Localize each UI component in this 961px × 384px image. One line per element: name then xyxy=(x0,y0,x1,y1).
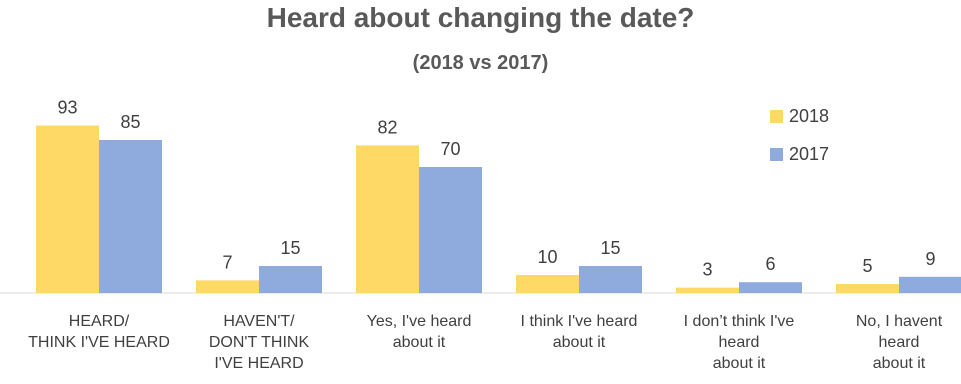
bar-2017-3 xyxy=(579,266,642,293)
chart-title: Heard about changing the date? xyxy=(266,2,695,33)
bar-2018-3 xyxy=(516,275,579,293)
category-label-4: I don’t think I've heard about it xyxy=(683,313,795,372)
legend-label-2018: 2018 xyxy=(789,106,830,126)
bar-2018-1 xyxy=(196,280,259,293)
legend-item-2017: 2017 xyxy=(770,144,829,165)
data-label-2017-1: 15 xyxy=(280,238,300,258)
bar-2017-0 xyxy=(99,140,162,293)
data-label-2018-1: 7 xyxy=(222,252,232,272)
data-label-2018-4: 3 xyxy=(702,260,712,280)
bar-2018-0 xyxy=(36,125,99,293)
data-label-2018-5: 5 xyxy=(862,256,872,276)
legend-swatch-2017 xyxy=(770,148,783,161)
bar-2017-4 xyxy=(739,282,802,293)
bar-2018-5 xyxy=(836,284,899,293)
category-label-5: No, I havent heard about it xyxy=(855,313,943,372)
legend-label-2017: 2017 xyxy=(789,144,830,164)
bar-2017-1 xyxy=(259,266,322,293)
data-label-2018-2: 82 xyxy=(377,117,397,137)
bar-2018-4 xyxy=(676,287,739,293)
data-label-2017-5: 9 xyxy=(925,249,935,269)
data-label-2018-0: 93 xyxy=(57,98,77,118)
bar-2017-2 xyxy=(419,167,482,293)
data-label-2017-3: 15 xyxy=(600,238,620,258)
data-label-2017-2: 70 xyxy=(440,139,460,159)
data-label-2017-4: 6 xyxy=(765,254,775,274)
data-label-2017-0: 85 xyxy=(120,112,140,132)
legend-item-2018: 2018 xyxy=(770,106,829,127)
bar-2017-5 xyxy=(899,276,961,293)
legend-swatch-2018 xyxy=(770,110,783,123)
category-label-0: HEARD/ THINK I'VE HEARD xyxy=(28,313,170,351)
category-label-3: I think I've heard about it xyxy=(520,313,638,351)
data-label-2018-3: 10 xyxy=(537,247,557,267)
category-label-1: HAVEN'T/ DON'T THINK I'VE HEARD xyxy=(208,313,310,372)
category-label-2: Yes, I've heard about it xyxy=(366,313,472,351)
chart-subtitle: (2018 vs 2017) xyxy=(412,52,549,74)
bar-2018-2 xyxy=(356,145,419,293)
